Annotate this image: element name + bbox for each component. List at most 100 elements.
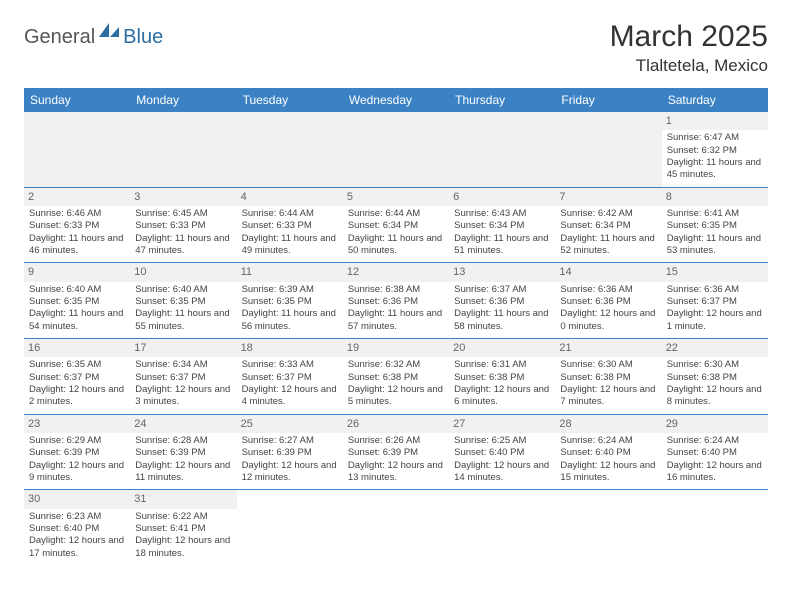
calendar-day-cell: 20Sunrise: 6:31 AMSunset: 6:38 PMDayligh…: [449, 339, 555, 415]
day-number: 9: [24, 263, 130, 281]
daylight-text: Daylight: 11 hours and 57 minutes.: [348, 308, 444, 333]
daylight-text: Daylight: 12 hours and 11 minutes.: [135, 460, 231, 485]
calendar-day-cell: [555, 490, 661, 565]
calendar-day-cell: 9Sunrise: 6:40 AMSunset: 6:35 PMDaylight…: [24, 263, 130, 339]
calendar-week-row: 2Sunrise: 6:46 AMSunset: 6:33 PMDaylight…: [24, 187, 768, 263]
sunset-text: Sunset: 6:40 PM: [454, 447, 550, 459]
daylight-text: Daylight: 11 hours and 51 minutes.: [454, 233, 550, 258]
sunrise-text: Sunrise: 6:24 AM: [560, 435, 656, 447]
calendar-day-cell: 1Sunrise: 6:47 AMSunset: 6:32 PMDaylight…: [662, 112, 768, 187]
calendar-week-row: 1Sunrise: 6:47 AMSunset: 6:32 PMDaylight…: [24, 112, 768, 187]
calendar-day-cell: [343, 112, 449, 187]
calendar-day-cell: [449, 112, 555, 187]
logo-text-general: General: [24, 26, 95, 49]
sunrise-text: Sunrise: 6:22 AM: [135, 511, 231, 523]
daylight-text: Daylight: 12 hours and 14 minutes.: [454, 460, 550, 485]
sunset-text: Sunset: 6:38 PM: [560, 372, 656, 384]
daylight-text: Daylight: 12 hours and 16 minutes.: [667, 460, 763, 485]
day-number: 2: [24, 188, 130, 206]
sunset-text: Sunset: 6:39 PM: [135, 447, 231, 459]
sunrise-text: Sunrise: 6:40 AM: [29, 284, 125, 296]
calendar-day-cell: 23Sunrise: 6:29 AMSunset: 6:39 PMDayligh…: [24, 414, 130, 490]
sunset-text: Sunset: 6:33 PM: [242, 220, 338, 232]
day-header: Tuesday: [237, 88, 343, 112]
daylight-text: Daylight: 11 hours and 53 minutes.: [667, 233, 763, 258]
day-number: 15: [662, 263, 768, 281]
day-number: 5: [343, 188, 449, 206]
sunset-text: Sunset: 6:39 PM: [29, 447, 125, 459]
sunrise-text: Sunrise: 6:24 AM: [667, 435, 763, 447]
day-number: 21: [555, 339, 661, 357]
sunset-text: Sunset: 6:34 PM: [454, 220, 550, 232]
day-number: 4: [237, 188, 343, 206]
sunrise-text: Sunrise: 6:25 AM: [454, 435, 550, 447]
daylight-text: Daylight: 11 hours and 50 minutes.: [348, 233, 444, 258]
calendar-day-cell: 22Sunrise: 6:30 AMSunset: 6:38 PMDayligh…: [662, 339, 768, 415]
day-number: 13: [449, 263, 555, 281]
day-number: 26: [343, 415, 449, 433]
sunset-text: Sunset: 6:38 PM: [667, 372, 763, 384]
sunset-text: Sunset: 6:33 PM: [135, 220, 231, 232]
sunrise-text: Sunrise: 6:46 AM: [29, 208, 125, 220]
day-header-row: SundayMondayTuesdayWednesdayThursdayFrid…: [24, 88, 768, 112]
day-number: 25: [237, 415, 343, 433]
calendar-week-row: 9Sunrise: 6:40 AMSunset: 6:35 PMDaylight…: [24, 263, 768, 339]
day-number: 28: [555, 415, 661, 433]
sunset-text: Sunset: 6:37 PM: [135, 372, 231, 384]
calendar-day-cell: 29 Sunrise: 6:24 AMSunset: 6:40 PMDayligh…: [662, 414, 768, 490]
daylight-text: Daylight: 12 hours and 0 minutes.: [560, 308, 656, 333]
calendar-day-cell: [237, 112, 343, 187]
calendar-week-row: 30Sunrise: 6:23 AMSunset: 6:40 PMDayligh…: [24, 490, 768, 565]
day-number: 29: [662, 415, 768, 433]
calendar-day-cell: 28Sunrise: 6:24 AMSunset: 6:40 PMDayligh…: [555, 414, 661, 490]
sunset-text: Sunset: 6:39 PM: [242, 447, 338, 459]
daylight-text: Daylight: 11 hours and 56 minutes.: [242, 308, 338, 333]
sunrise-text: Sunrise: 6:33 AM: [242, 359, 338, 371]
calendar-day-cell: 19Sunrise: 6:32 AMSunset: 6:38 PMDayligh…: [343, 339, 449, 415]
day-number: 20: [449, 339, 555, 357]
sunrise-text: Sunrise: 6:47 AM: [667, 132, 763, 144]
sunset-text: Sunset: 6:37 PM: [29, 372, 125, 384]
daylight-text: Daylight: 12 hours and 3 minutes.: [135, 384, 231, 409]
sunset-text: Sunset: 6:40 PM: [667, 447, 763, 459]
day-number: 1: [662, 112, 768, 130]
sunrise-text: Sunrise: 6:43 AM: [454, 208, 550, 220]
daylight-text: Daylight: 12 hours and 8 minutes.: [667, 384, 763, 409]
day-number: 7: [555, 188, 661, 206]
calendar-day-cell: 30Sunrise: 6:23 AMSunset: 6:40 PMDayligh…: [24, 490, 130, 565]
month-title: March 2025: [610, 20, 768, 54]
calendar-day-cell: 15Sunrise: 6:36 AMSunset: 6:37 PMDayligh…: [662, 263, 768, 339]
title-block: March 2025 Tlaltetela, Mexico: [610, 20, 768, 76]
sunrise-text: Sunrise: 6:23 AM: [29, 511, 125, 523]
calendar-day-cell: 13Sunrise: 6:37 AMSunset: 6:36 PMDayligh…: [449, 263, 555, 339]
sunrise-text: Sunrise: 6:26 AM: [348, 435, 444, 447]
day-number: 14: [555, 263, 661, 281]
sunrise-text: Sunrise: 6:41 AM: [667, 208, 763, 220]
calendar-week-row: 16Sunrise: 6:35 AMSunset: 6:37 PMDayligh…: [24, 339, 768, 415]
sunset-text: Sunset: 6:37 PM: [242, 372, 338, 384]
sunset-text: Sunset: 6:35 PM: [667, 220, 763, 232]
day-number: 19: [343, 339, 449, 357]
daylight-text: Daylight: 11 hours and 58 minutes.: [454, 308, 550, 333]
calendar-day-cell: 31Sunrise: 6:22 AMSunset: 6:41 PMDayligh…: [130, 490, 236, 565]
daylight-text: Daylight: 11 hours and 49 minutes.: [242, 233, 338, 258]
daylight-text: Daylight: 12 hours and 17 minutes.: [29, 535, 125, 560]
daylight-text: Daylight: 12 hours and 5 minutes.: [348, 384, 444, 409]
sunrise-text: Sunrise: 6:38 AM: [348, 284, 444, 296]
sunset-text: Sunset: 6:35 PM: [242, 296, 338, 308]
sunrise-text: Sunrise: 6:36 AM: [560, 284, 656, 296]
sunrise-text: Sunrise: 6:28 AM: [135, 435, 231, 447]
day-number: 16: [24, 339, 130, 357]
calendar-day-cell: 12Sunrise: 6:38 AMSunset: 6:36 PMDayligh…: [343, 263, 449, 339]
sunset-text: Sunset: 6:40 PM: [560, 447, 656, 459]
daylight-text: Daylight: 12 hours and 12 minutes.: [242, 460, 338, 485]
logo-text-blue: Blue: [123, 26, 163, 49]
sunrise-text: Sunrise: 6:32 AM: [348, 359, 444, 371]
sunset-text: Sunset: 6:36 PM: [560, 296, 656, 308]
calendar-day-cell: [555, 112, 661, 187]
day-number: 12: [343, 263, 449, 281]
sunset-text: Sunset: 6:41 PM: [135, 523, 231, 535]
sunrise-text: Sunrise: 6:34 AM: [135, 359, 231, 371]
calendar-day-cell: [343, 490, 449, 565]
daylight-text: Daylight: 12 hours and 2 minutes.: [29, 384, 125, 409]
